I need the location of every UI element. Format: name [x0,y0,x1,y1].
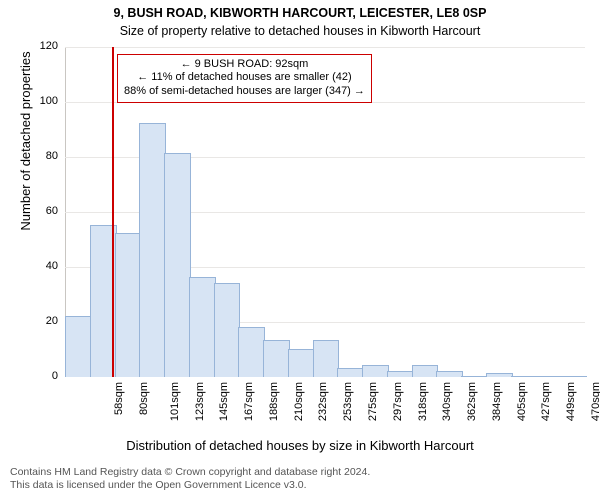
x-tick-label: 101sqm [169,382,181,421]
footer: Contains HM Land Registry data © Crown c… [10,466,590,492]
bar [65,316,92,378]
x-tick-label: 210sqm [293,382,305,421]
x-tick-label: 58sqm [113,382,125,415]
y-tick-label: 60 [30,205,58,217]
bar [412,365,439,377]
x-tick-label: 297sqm [392,382,404,421]
x-tick-label: 253sqm [342,382,354,421]
x-tick-label: 362sqm [466,382,478,421]
x-tick-label: 318sqm [417,382,429,421]
bar [238,327,265,378]
bar [115,233,142,377]
x-tick-label: 232sqm [318,382,330,421]
bar [486,373,513,377]
bar [139,123,166,377]
bar [164,153,191,377]
bar [387,371,414,378]
bar [214,283,241,378]
annotation-box: ← 9 BUSH ROAD: 92sqm← 11% of detached ho… [117,54,372,103]
footer-line1: Contains HM Land Registry data © Crown c… [10,466,590,479]
y-tick-label: 80 [30,150,58,162]
bar [535,376,562,377]
bar [288,349,315,378]
bar [461,376,488,377]
y-tick-label: 100 [30,95,58,107]
chart-title-line2: Size of property relative to detached ho… [0,24,600,38]
x-tick-label: 384sqm [491,382,503,421]
y-tick-label: 40 [30,260,58,272]
bar [511,376,538,377]
chart-title-line1: 9, BUSH ROAD, KIBWORTH HARCOURT, LEICEST… [0,6,600,20]
bar [263,340,290,377]
y-tick-label: 20 [30,315,58,327]
x-tick-label: 145sqm [219,382,231,421]
x-tick-label: 427sqm [540,382,552,421]
annotation-line: 88% of semi-detached houses are larger (… [124,85,365,99]
x-tick-label: 80sqm [138,382,150,415]
plot-area: ← 9 BUSH ROAD: 92sqm← 11% of detached ho… [64,46,586,378]
x-tick-label: 275sqm [367,382,379,421]
x-tick-label: 167sqm [243,382,255,421]
x-tick-label: 123sqm [194,382,206,421]
y-tick-label: 0 [30,370,58,382]
annotation-line: ← 9 BUSH ROAD: 92sqm [124,58,365,72]
marker-line [112,47,114,377]
x-tick-label: 449sqm [565,382,577,421]
y-tick-label: 120 [30,40,58,52]
bar [313,340,340,377]
x-tick-label: 340sqm [441,382,453,421]
annotation-line: ← 11% of detached houses are smaller (42… [124,71,365,85]
bar [436,371,463,378]
bar [560,376,587,377]
x-tick-label: 188sqm [268,382,280,421]
bar [337,368,364,377]
footer-line2: This data is licensed under the Open Gov… [10,479,590,492]
bar [362,365,389,377]
bar [189,277,216,377]
x-tick-label: 470sqm [590,382,600,421]
x-axis-label: Distribution of detached houses by size … [0,438,600,453]
x-tick-label: 405sqm [516,382,528,421]
grid-line [65,47,585,48]
